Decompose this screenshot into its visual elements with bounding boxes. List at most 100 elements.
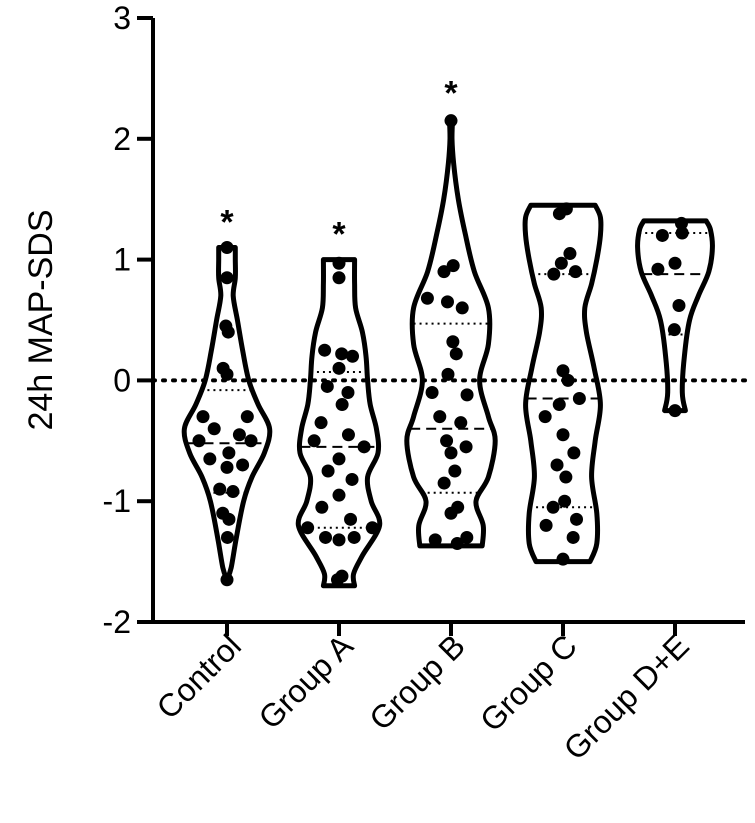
data-point [365,521,379,535]
data-point [320,379,334,393]
data-point [319,530,333,544]
data-point [568,265,582,279]
data-point [240,410,254,424]
data-point [441,367,455,381]
data-point [425,385,439,399]
y-tick-label: -1 [103,483,131,519]
data-point [444,506,458,520]
violin-group-0 [181,241,273,587]
data-point [332,488,346,502]
data-point [667,323,681,337]
data-point [220,241,234,255]
data-point [454,416,468,430]
violin-outline [404,115,498,549]
data-point [332,256,346,270]
y-tick-label: 3 [113,0,131,36]
data-point [448,464,462,478]
data-point [314,416,328,430]
data-point [232,428,246,442]
data-point [220,271,234,285]
y-tick-label: 0 [113,362,131,398]
data-point [335,398,349,412]
data-point [559,470,573,484]
y-tick-label: 1 [113,242,131,278]
data-point [203,452,217,466]
violin-group-2 [404,114,498,550]
data-point [460,530,474,544]
data-point [332,533,346,547]
data-point [318,343,332,357]
data-point [556,552,570,566]
data-point [192,434,206,448]
violins-layer [181,114,715,589]
data-point [563,247,577,261]
data-point [345,472,359,486]
data-point [315,500,329,514]
data-point [561,373,575,387]
data-point [221,325,235,339]
data-point [455,301,469,315]
data-point [572,392,586,406]
violin-group-1 [295,256,383,589]
data-point [668,404,682,418]
data-point [539,518,553,532]
violin-outline [181,245,273,583]
violin-group-3 [522,202,604,566]
data-point [459,440,473,454]
significance-marker: * [444,74,458,112]
y-axis-title: 24h MAP-SDS [22,209,60,430]
data-point [437,476,451,490]
data-point [341,428,355,442]
data-point [220,573,234,587]
data-point [332,452,346,466]
data-point [668,256,682,270]
data-point [554,256,568,270]
data-point [449,347,463,361]
data-point [344,512,358,526]
data-point [341,385,355,399]
data-point [222,512,236,526]
data-point [346,349,360,363]
data-point [220,460,234,474]
x-tick-label: Control [150,627,248,725]
data-point [651,262,665,276]
data-point [433,410,447,424]
data-point [558,494,572,508]
data-point [556,364,570,378]
y-tick-label: -2 [103,604,131,640]
data-point [446,259,460,273]
data-point [546,500,560,514]
data-point [428,533,442,547]
data-point [196,410,210,424]
data-point [460,388,474,402]
violin-group-4 [635,216,715,418]
data-point [444,446,458,460]
x-tick-label: Group C [473,627,584,738]
data-point [332,271,346,285]
data-point [552,207,566,221]
data-point [570,512,584,526]
data-point [538,410,552,424]
data-point [420,291,434,305]
significance-marker: * [332,216,346,254]
data-point [301,521,315,535]
data-point [547,267,561,281]
data-point [330,573,344,587]
data-point [567,446,581,460]
x-tick-label: Group A [251,627,360,736]
data-point [207,422,221,436]
data-point [236,458,250,472]
data-point [335,347,349,361]
data-point [357,440,371,454]
data-point [440,434,454,448]
data-point [556,428,570,442]
data-point [552,398,566,412]
data-point [672,299,686,313]
data-point [321,464,335,478]
data-point [566,530,580,544]
data-point [347,530,361,544]
data-point [220,367,234,381]
data-point [550,458,564,472]
significance-marker: * [220,204,234,242]
